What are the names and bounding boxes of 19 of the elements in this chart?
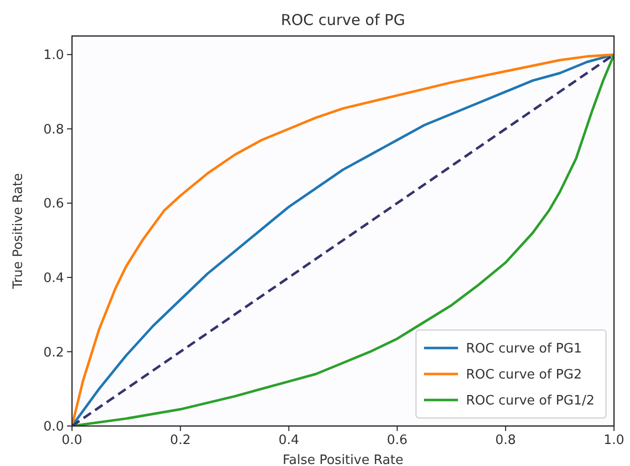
y-tick-label: 0.6 <box>43 196 64 212</box>
y-tick-label: 0.2 <box>43 345 64 360</box>
x-tick-label: 0.0 <box>62 433 82 448</box>
line-series <box>72 53 614 426</box>
y-tick-label: 1.0 <box>43 48 64 64</box>
x-tick-label: 0.6 <box>386 433 408 448</box>
legend-label: ROC curve of PG1 <box>466 342 582 357</box>
chart-title: ROC curve of PG <box>280 11 406 29</box>
y-tick-label: 0.8 <box>43 122 64 138</box>
y-axis-title: True Positive Rate <box>11 173 26 290</box>
y-tick-label: 0.0 <box>43 420 64 435</box>
x-tick-label: 1.0 <box>604 433 624 448</box>
x-tick-label: 0.2 <box>170 433 191 448</box>
legend-label: ROC curve of PG2 <box>466 368 582 383</box>
legend-label: ROC curve of PG1/2 <box>466 394 595 409</box>
x-tick-label: 0.4 <box>278 433 300 448</box>
x-tick-label: 0.8 <box>495 433 516 448</box>
x-axis-title: False Positive Rate <box>282 453 404 466</box>
y-tick-label: 0.4 <box>43 270 64 286</box>
